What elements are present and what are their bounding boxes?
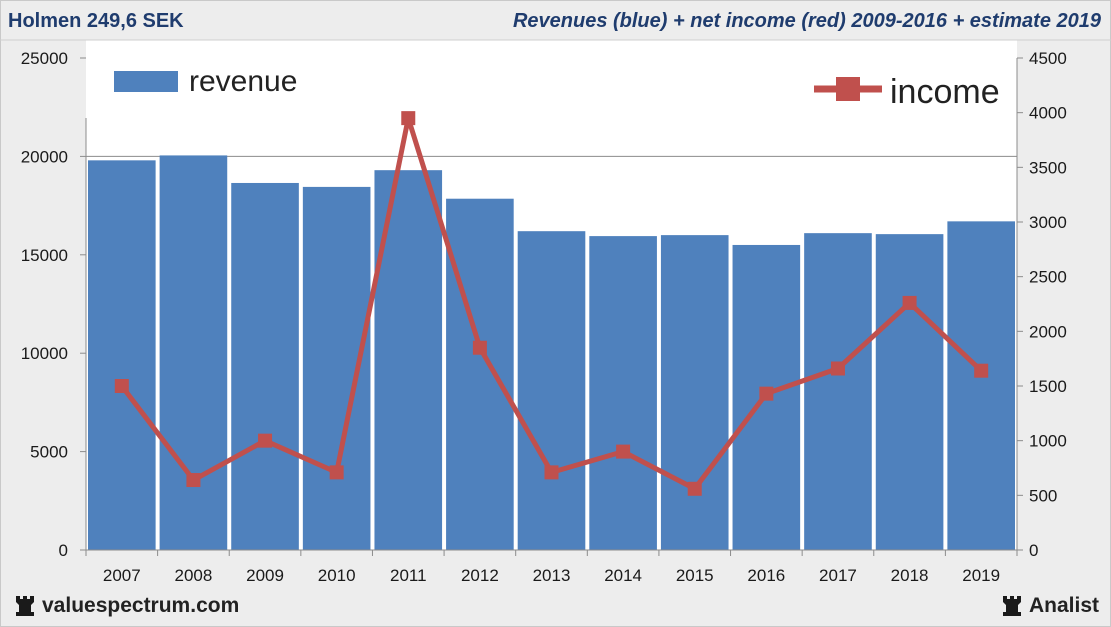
x-tick-label: 2007 <box>103 566 141 585</box>
chart-description: Revenues (blue) + net income (red) 2009-… <box>512 10 1101 32</box>
left-tick-label: 10000 <box>21 344 68 363</box>
income-point <box>114 379 129 393</box>
left-tick-label: 15000 <box>21 246 68 265</box>
legend-income-label: income <box>890 73 1000 111</box>
income-point <box>759 386 774 401</box>
legend-income-marker <box>836 77 860 101</box>
income-point <box>186 473 201 488</box>
x-tick-label: 2015 <box>676 566 714 585</box>
left-tick-label: 0 <box>59 541 68 560</box>
x-tick-label: 2016 <box>747 566 785 585</box>
revenue-bar <box>446 198 514 550</box>
revenue-bar <box>804 233 872 551</box>
income-point <box>616 444 631 459</box>
x-tick-label: 2012 <box>461 566 499 585</box>
income-point <box>401 111 416 126</box>
right-tick-label: 0 <box>1029 541 1038 560</box>
right-tick-label: 500 <box>1029 486 1057 505</box>
income-point <box>974 363 989 378</box>
revenue-bar <box>660 235 729 550</box>
site-name[interactable]: valuespectrum.com <box>42 594 240 617</box>
x-tick-label: 2008 <box>175 566 213 585</box>
income-point <box>329 465 344 480</box>
rook-icon <box>16 596 34 616</box>
brand-name[interactable]: Analist <box>1028 594 1099 617</box>
revenue-bar <box>231 182 299 550</box>
legend-revenue-label: revenue <box>189 65 297 98</box>
income-point <box>258 433 273 448</box>
income-point <box>830 361 845 376</box>
right-tick-label: 1500 <box>1029 377 1067 396</box>
right-tick-label: 2000 <box>1029 322 1067 341</box>
x-tick-label: 2013 <box>533 566 571 585</box>
right-tick-label: 4500 <box>1029 49 1067 68</box>
x-tick-label: 2017 <box>819 566 857 585</box>
right-tick-label: 3000 <box>1029 213 1067 232</box>
revenue-bar <box>947 221 1015 550</box>
left-tick-label: 25000 <box>21 49 68 68</box>
brand-footer: Analist <box>1001 594 1099 618</box>
ticker-title: Holmen 249,6 SEK <box>8 10 184 32</box>
x-tick-label: 2009 <box>246 566 284 585</box>
income-point <box>902 295 917 310</box>
revenue-bar <box>589 236 657 550</box>
left-tick-label: 5000 <box>30 443 68 462</box>
x-tick-label: 2011 <box>390 566 427 585</box>
legend-revenue-swatch <box>114 71 178 92</box>
income-point <box>687 481 702 496</box>
site-footer: valuespectrum.com <box>14 594 239 618</box>
x-tick-label: 2018 <box>891 566 929 585</box>
right-tick-label: 3500 <box>1029 158 1067 177</box>
revenue-bar <box>875 234 944 551</box>
left-tick-label: 20000 <box>21 147 68 166</box>
x-tick-label: 2019 <box>962 566 1000 585</box>
right-tick-label: 2500 <box>1029 268 1067 287</box>
revenue-bar <box>302 186 371 551</box>
right-tick-label: 4000 <box>1029 104 1067 123</box>
revenue-bar <box>88 160 156 550</box>
right-tick-label: 1000 <box>1029 432 1067 451</box>
x-tick-label: 2014 <box>604 566 642 585</box>
x-tick-label: 2010 <box>318 566 356 585</box>
income-point <box>544 465 559 480</box>
revenue-bar <box>517 231 586 550</box>
revenue-bar <box>159 155 228 550</box>
income-point <box>472 340 487 355</box>
rook-icon <box>1002 596 1021 616</box>
